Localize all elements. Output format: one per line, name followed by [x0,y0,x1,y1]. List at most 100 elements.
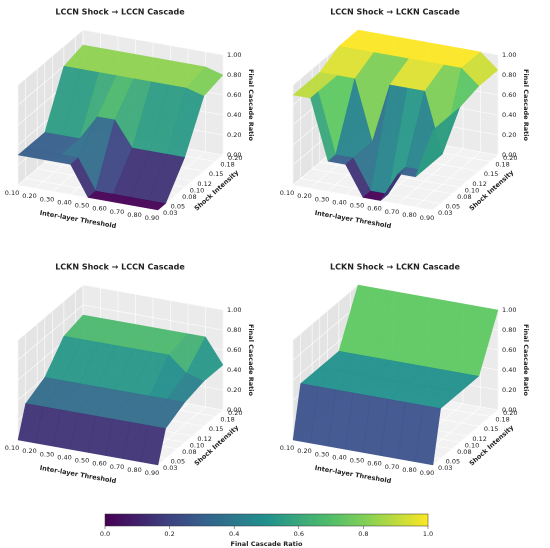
colorbar-tick-label: 0.2 [164,530,174,538]
y-tick-label: 0.18 [220,415,234,423]
grid-line [292,284,359,341]
z-tick-label: 0.20 [227,131,241,139]
z-tick-label: 0.80 [227,326,241,334]
grid-line [432,154,499,211]
z-tick-label: 0.40 [502,111,516,119]
x-tick-label: 0.30 [315,195,329,203]
x-tick-label: 0.20 [297,192,311,200]
x-tick-label: 0.50 [75,457,89,465]
y-tick-label: 0.20 [228,409,242,417]
y-tick-label: 0.10 [465,441,479,449]
z-tick-label: 0.20 [502,386,516,394]
colorbar-tick-label: 0.0 [100,530,110,538]
z-tick-label: 0.20 [502,131,516,139]
x-tick-label: 0.90 [145,469,159,477]
x-tick-label: 0.40 [332,198,346,206]
y-tick-label: 0.15 [209,170,223,178]
x-tick-label: 0.50 [350,457,364,465]
x-tick-label: 0.50 [75,202,89,210]
colorbar-tick-label: 0.4 [229,530,239,538]
grid-line [157,409,224,466]
grid-line [17,29,84,86]
subplot-title: LCKN Shock → LCCN Cascade [55,263,185,272]
grid-line [415,151,481,208]
x-tick-label: 0.10 [280,444,294,452]
x-tick-label: 0.60 [367,205,381,213]
x-tick-label: 0.70 [385,208,399,216]
z-tick-label: 1.00 [227,51,241,59]
x-tick-label: 0.70 [110,463,124,471]
y-tick-label: 0.12 [472,180,486,188]
x-tick-label: 0.80 [127,466,141,474]
grid-line [17,284,84,341]
x-tick-label: 0.10 [5,444,19,452]
x-tick-label: 0.30 [40,450,54,458]
y-tick-label: 0.12 [197,435,211,443]
z-tick-label: 0.60 [502,346,516,354]
x-tick-label: 0.80 [402,466,416,474]
y-tick-label: 0.08 [457,193,471,201]
y-tick-label: 0.12 [472,435,486,443]
grid-line [82,284,224,311]
grid-line [157,154,224,211]
x-tick-label: 0.80 [402,211,416,219]
y-tick-label: 0.10 [465,186,479,194]
x-tick-label: 0.70 [385,463,399,471]
z-tick-label: 1.00 [502,51,516,59]
grid-line [397,148,464,204]
x-tick-label: 0.20 [22,192,36,200]
grid-line [82,304,224,331]
y-tick-label: 0.15 [484,425,498,433]
z-axis-label: Final Cascade Ratio [247,69,255,141]
z-tick-label: 0.80 [502,71,516,79]
x-tick-label: 0.90 [420,214,434,222]
z-tick-label: 0.60 [227,91,241,99]
colorbar-label: Final Cascade Ratio [231,540,303,548]
z-tick-label: 0.60 [227,346,241,354]
surface-patch [140,200,167,211]
x-tick-label: 0.20 [22,447,36,455]
x-tick-label: 0.60 [92,205,106,213]
z-tick-label: 0.40 [227,111,241,119]
x-tick-label: 0.10 [280,189,294,197]
z-tick-label: 1.00 [227,306,241,314]
y-tick-label: 0.20 [228,154,242,162]
x-tick-label: 0.40 [332,453,346,461]
x-tick-label: 0.90 [420,469,434,477]
y-tick-label: 0.18 [495,160,509,168]
y-tick-label: 0.03 [438,464,452,472]
z-axis-label: Final Cascade Ratio [247,324,255,396]
z-tick-label: 0.00 [502,406,516,414]
x-tick-label: 0.60 [367,460,381,468]
y-tick-label: 0.05 [171,203,185,211]
grid-line [292,304,359,361]
y-tick-label: 0.05 [171,458,185,466]
z-tick-label: 0.00 [227,151,241,159]
surface-patch [415,122,442,178]
z-tick-label: 0.00 [502,151,516,159]
z-tick-label: 1.00 [502,306,516,314]
y-tick-label: 0.08 [182,448,196,456]
x-tick-label: 0.30 [40,195,54,203]
y-tick-label: 0.18 [220,160,234,168]
y-tick-label: 0.15 [209,425,223,433]
grid-line [17,304,84,361]
y-tick-label: 0.05 [446,458,460,466]
z-tick-label: 0.80 [502,326,516,334]
y-tick-label: 0.10 [190,441,204,449]
colorbar-tick-label: 0.6 [294,530,304,538]
x-tick-label: 0.40 [57,453,71,461]
z-axis-label: Final Cascade Ratio [522,69,530,141]
surface-patch [415,405,441,466]
x-tick-label: 0.50 [350,202,364,210]
subplot-title: LCCN Shock → LCCN Cascade [55,8,185,17]
x-tick-label: 0.60 [92,460,106,468]
x-tick-label: 0.80 [127,211,141,219]
z-tick-label: 0.00 [227,406,241,414]
y-tick-label: 0.03 [163,209,177,217]
x-tick-label: 0.70 [110,208,124,216]
